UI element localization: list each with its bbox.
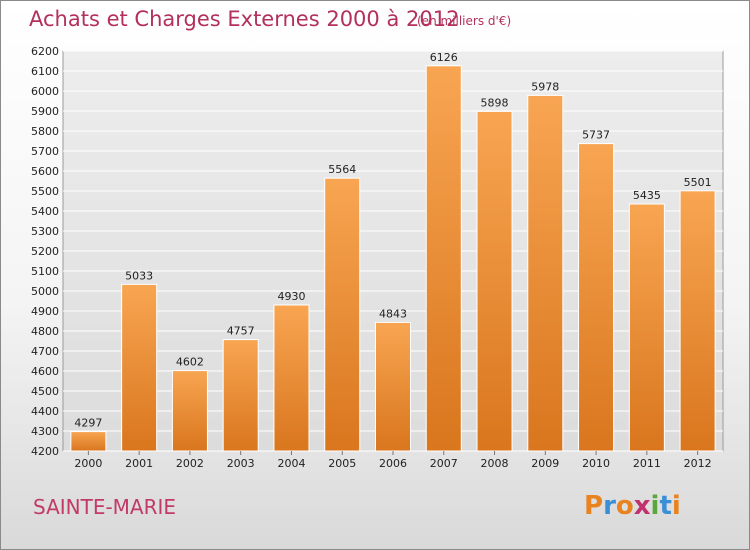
x-tick-label-2006: 2006 xyxy=(379,457,407,470)
bar-2003 xyxy=(222,339,259,452)
chart-title: Achats et Charges Externes 2000 à 2012 xyxy=(29,7,460,31)
y-tick-label: 6200 xyxy=(31,45,59,58)
bar-2002 xyxy=(171,370,208,452)
y-tick-label: 4600 xyxy=(31,365,59,378)
y-tick-label: 5300 xyxy=(31,225,59,238)
bar-2010 xyxy=(578,143,615,452)
x-tick-label-2010: 2010 xyxy=(582,457,610,470)
proxiti-logo: Proxiti xyxy=(584,491,681,521)
y-tick-label: 4500 xyxy=(31,385,59,398)
data-label-2001: 5033 xyxy=(125,269,153,282)
logo-letter: x xyxy=(633,491,651,521)
bar-2001 xyxy=(121,283,158,452)
chart-subtitle: (en milliers d'€) xyxy=(417,14,512,28)
y-tick-label: 4800 xyxy=(31,325,59,338)
x-tick-label-2005: 2005 xyxy=(328,457,356,470)
y-tick-label: 4400 xyxy=(31,405,59,418)
x-tick-label-2012: 2012 xyxy=(684,457,712,470)
x-tick-label-2003: 2003 xyxy=(227,457,255,470)
logo-letter: r xyxy=(603,491,616,521)
y-tick-label: 5000 xyxy=(31,285,59,298)
x-tick-label-2002: 2002 xyxy=(176,457,204,470)
bar-2011 xyxy=(628,203,665,452)
logo-letter: o xyxy=(615,491,634,521)
y-tick-label: 4700 xyxy=(31,345,59,358)
y-tick-label: 5800 xyxy=(31,125,59,138)
bars: 4297 5033 4602 4757 4930 5564 4843 6126 5898 5978… xyxy=(70,51,716,452)
data-label-2004: 4930 xyxy=(277,290,305,303)
data-label-2002: 4602 xyxy=(176,356,204,369)
y-tick-label: 5400 xyxy=(31,205,59,218)
y-tick-label: 5600 xyxy=(31,165,59,178)
x-tick-label-2009: 2009 xyxy=(531,457,559,470)
logo-letter: i xyxy=(650,491,660,521)
logo-letter: P xyxy=(584,491,604,521)
data-label-2006: 4843 xyxy=(379,307,407,320)
data-label-2012: 5501 xyxy=(684,176,712,189)
bar-2006 xyxy=(374,321,412,452)
x-tick-label-2004: 2004 xyxy=(277,457,305,470)
bar-2009 xyxy=(527,94,564,452)
y-tick-label: 5700 xyxy=(31,145,59,158)
y-tick-label: 4200 xyxy=(31,445,59,458)
y-tick-label: 5500 xyxy=(31,185,59,198)
y-tick-label: 6100 xyxy=(31,65,59,78)
data-label-2008: 5898 xyxy=(481,96,509,109)
y-tick-label: 6000 xyxy=(31,85,59,98)
data-label-2011: 5435 xyxy=(633,189,661,202)
data-label-2010: 5737 xyxy=(582,129,610,142)
x-tick-label-2008: 2008 xyxy=(481,457,509,470)
data-label-2003: 4757 xyxy=(227,325,255,338)
bar-2007 xyxy=(425,65,462,452)
data-label-2007: 6126 xyxy=(430,51,458,64)
commune-name: SAINTE-MARIE xyxy=(33,495,177,519)
x-tick-label-2007: 2007 xyxy=(430,457,458,470)
x-axis-ticks: 2000 2001 2002 2003 2004 2005 2006 2007 2008 2009… xyxy=(74,451,712,470)
x-tick-label-2011: 2011 xyxy=(633,457,661,470)
y-axis-ticks: 4200 4300 4400 4500 4600 4700 4800 4900 5000 5100… xyxy=(31,45,59,458)
bar-2000 xyxy=(70,431,107,452)
data-label-2009: 5978 xyxy=(531,80,559,93)
bar-2004 xyxy=(273,304,310,452)
data-label-2005: 5564 xyxy=(328,163,356,176)
logo-letter: i xyxy=(671,491,681,521)
data-label-2000: 4297 xyxy=(74,417,102,430)
y-tick-label: 5900 xyxy=(31,105,59,118)
x-tick-label-2001: 2001 xyxy=(125,457,153,470)
x-tick-label-2000: 2000 xyxy=(74,457,102,470)
y-tick-label: 5100 xyxy=(31,265,59,278)
bar-2012 xyxy=(679,190,716,452)
y-tick-label: 4900 xyxy=(31,305,59,318)
logo-letter: t xyxy=(659,491,672,521)
bar-2008 xyxy=(476,110,513,452)
y-tick-label: 5200 xyxy=(31,245,59,258)
bar-2005 xyxy=(324,177,361,452)
y-tick-label: 4300 xyxy=(31,425,59,438)
